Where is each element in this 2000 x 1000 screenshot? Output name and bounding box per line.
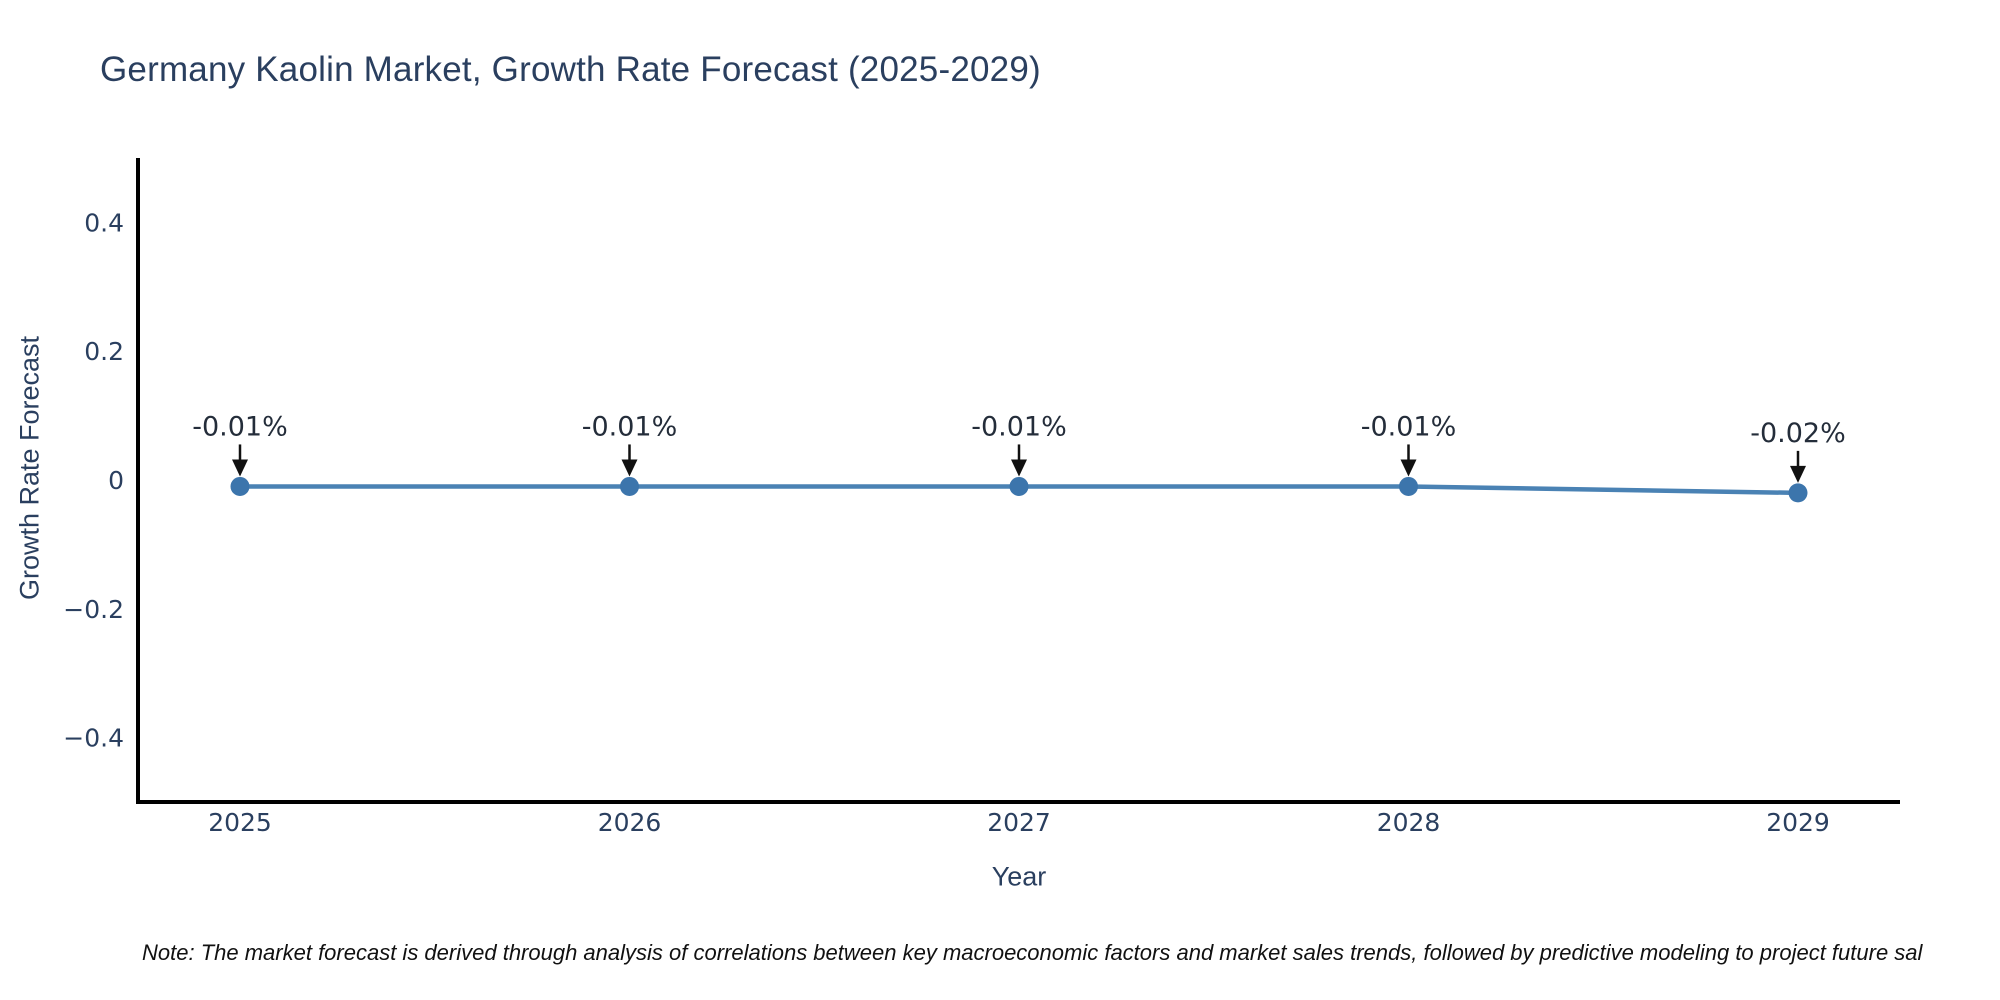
x-tick-label: 2028 <box>1377 808 1441 837</box>
x-tick-label: 2029 <box>1766 808 1830 837</box>
data-point-marker <box>230 476 250 496</box>
data-point-marker <box>1009 476 1029 496</box>
data-point-marker <box>1399 476 1418 496</box>
point-annotation: -0.01% <box>971 411 1067 442</box>
x-tick-label: 2026 <box>598 808 662 837</box>
annotation-arrowhead-icon <box>1790 465 1806 483</box>
y-tick-label: −0.2 <box>63 595 124 624</box>
y-tick-label: 0 <box>108 466 124 495</box>
y-tick-label: −0.4 <box>63 724 124 753</box>
data-point-marker <box>620 476 639 496</box>
point-annotation: -0.01% <box>1361 411 1457 442</box>
axis-spines <box>136 158 1900 804</box>
x-axis-title: Year <box>991 861 1047 892</box>
y-tick-label: 0.2 <box>84 337 124 366</box>
data-point-marker <box>1788 483 1808 503</box>
annotation-arrowhead-icon <box>232 459 248 477</box>
annotation-arrowhead-icon <box>1400 459 1417 477</box>
point-annotation: -0.02% <box>1750 418 1846 449</box>
footnote: Note: The market forecast is derived thr… <box>142 940 1923 965</box>
y-tick-label: 0.4 <box>84 208 124 237</box>
point-annotation: -0.01% <box>582 411 678 442</box>
annotation-arrowhead-icon <box>1011 459 1027 477</box>
annotation-arrowhead-icon <box>621 459 638 477</box>
chart-title: Germany Kaolin Market, Growth Rate Forec… <box>100 50 1041 89</box>
x-tick-label: 2025 <box>208 808 272 837</box>
point-annotation: -0.01% <box>192 411 288 442</box>
x-tick-label: 2027 <box>987 808 1051 837</box>
